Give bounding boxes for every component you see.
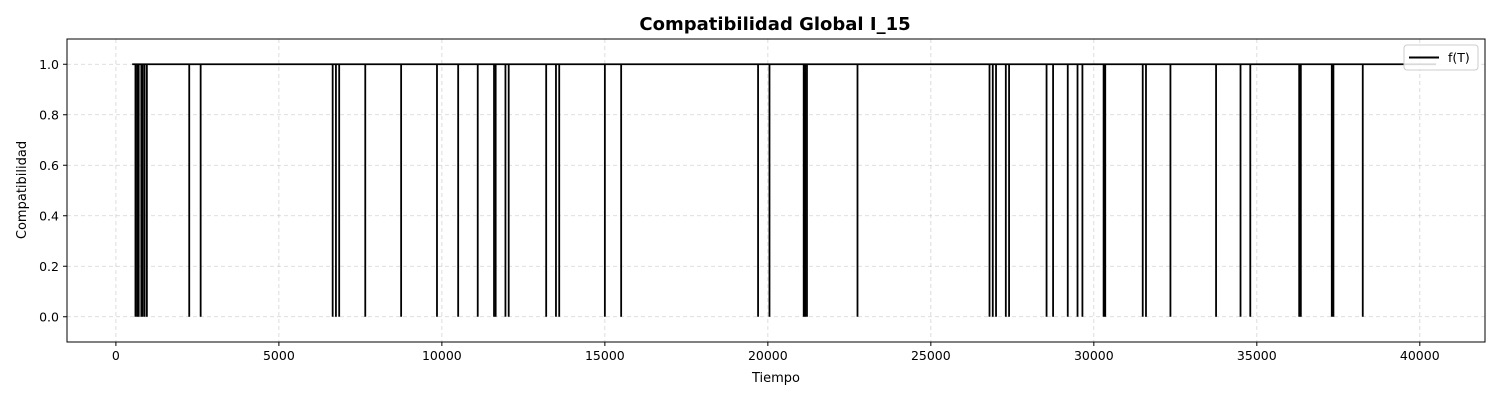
y-tick-label: 0.6 [39, 158, 59, 173]
x-tick-label: 30000 [1074, 348, 1114, 363]
y-tick-label: 0.4 [39, 208, 59, 223]
plot-frame [66, 38, 1486, 343]
x-tick-label: 20000 [748, 348, 788, 363]
x-axis: 0 5000 10000 15000 20000 25000 30000 35000 40000 [112, 342, 1440, 363]
y-tick-label: 0.2 [39, 259, 59, 274]
legend: f(T) [1403, 44, 1479, 71]
y-tick-label: 1.0 [39, 57, 59, 72]
x-tick-label: 10000 [422, 348, 462, 363]
y-axis: 0.0 0.2 0.4 0.6 0.8 1.0 [39, 57, 67, 324]
grid [67, 39, 1485, 342]
series-layer [132, 63, 1437, 317]
y-axis-label: Compatibilidad [15, 141, 30, 239]
x-tick-label: 35000 [1237, 348, 1277, 363]
x-tick-label: 40000 [1400, 348, 1440, 363]
x-tick-label: 25000 [911, 348, 951, 363]
x-tick-label: 5000 [263, 348, 295, 363]
x-tick-label: 15000 [585, 348, 625, 363]
y-tick-label: 0.8 [39, 107, 59, 122]
chart-title: Compatibilidad Global I_15 [639, 14, 910, 35]
legend-label-f-t: f(T) [1448, 50, 1470, 65]
y-tick-label: 0.0 [39, 309, 59, 324]
legend-box [1403, 44, 1479, 71]
x-axis-label: Tiempo [751, 371, 800, 386]
x-tick-label: 0 [112, 348, 120, 363]
